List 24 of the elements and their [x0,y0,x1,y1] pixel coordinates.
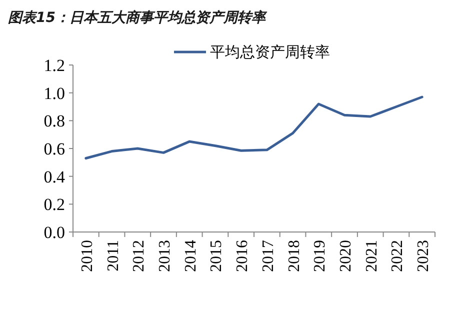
x-tick-label: 2019 [312,240,329,272]
y-tick-label: 0.4 [44,167,66,186]
legend: 平均总资产周转率 [174,45,330,61]
x-tick-label: 2014 [182,240,200,272]
x-tick-label: 2023 [415,240,432,272]
x-tick-label: 2010 [78,240,96,272]
y-tick-label: 1.2 [44,56,65,75]
y-tick-label: 0.8 [44,112,65,131]
x-tick-label: 2013 [156,240,174,272]
x-tick-label: 2012 [130,240,148,272]
x-tick-label: 2011 [104,240,122,272]
x-tick-label: 2018 [286,240,303,272]
y-tick-label: 0.0 [44,223,65,242]
x-tick-label: 2021 [363,240,380,272]
x-tick-label: 2015 [208,240,226,272]
y-tick-label: 1.0 [44,84,65,103]
x-tick-label: 2017 [260,240,277,272]
x-tick-label: 2020 [338,240,354,272]
legend-label: 平均总资产周转率 [210,44,330,61]
y-tick-label: 0.6 [44,140,65,158]
chart-title: 图表15：日本五大商事平均总资产周转率 [8,9,268,26]
x-tick-label: 2016 [234,240,252,272]
x-tick-label: 2022 [389,240,406,272]
y-tick-label: 0.2 [44,195,65,214]
